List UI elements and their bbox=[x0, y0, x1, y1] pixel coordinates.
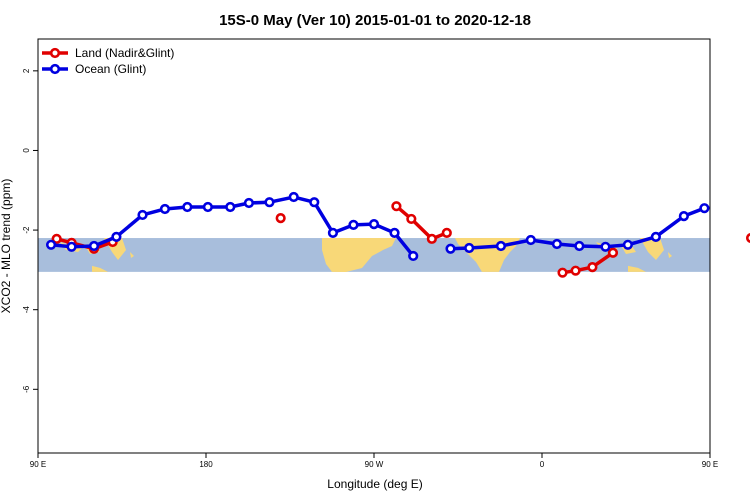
data-point bbox=[622, 239, 633, 250]
data-point bbox=[368, 219, 380, 230]
x-axis-ticks: 90 E 180 90 W 0 90 E bbox=[30, 453, 718, 469]
series-ocean bbox=[45, 191, 710, 262]
x-tick-label: 180 bbox=[199, 460, 213, 469]
data-point bbox=[574, 240, 585, 252]
data-point bbox=[264, 197, 275, 208]
land-australia-left bbox=[92, 265, 108, 272]
data-point bbox=[88, 240, 100, 252]
data-point bbox=[600, 241, 611, 252]
data-point bbox=[745, 233, 750, 244]
x-tick-label: 90 E bbox=[30, 460, 46, 469]
data-point bbox=[309, 197, 320, 208]
data-point bbox=[389, 227, 400, 238]
series-line bbox=[562, 251, 614, 275]
land-australia-right bbox=[628, 265, 646, 272]
x-axis-label: Longitude (deg E) bbox=[327, 477, 422, 491]
y-tick-label: 0 bbox=[22, 148, 31, 153]
y-tick-label: -4 bbox=[22, 306, 31, 314]
legend-marker bbox=[49, 63, 61, 75]
land-new-guinea-right bbox=[640, 238, 664, 261]
data-point bbox=[391, 201, 402, 212]
y-tick-label: -6 bbox=[22, 385, 31, 393]
legend-marker bbox=[49, 47, 61, 59]
data-point bbox=[66, 241, 77, 252]
x-tick-label: 0 bbox=[540, 460, 545, 469]
x-tick-label: 90 E bbox=[702, 460, 718, 469]
data-point bbox=[348, 219, 359, 231]
y-tick-label: 2 bbox=[22, 68, 31, 73]
data-point bbox=[408, 250, 419, 262]
data-point bbox=[225, 201, 236, 213]
data-point bbox=[406, 213, 417, 225]
data-point bbox=[570, 265, 581, 276]
data-point bbox=[45, 239, 57, 250]
data-point bbox=[678, 211, 689, 222]
data-point bbox=[51, 233, 62, 244]
land-islet-left bbox=[130, 252, 134, 259]
legend-label: Land (Nadir&Glint) bbox=[75, 46, 174, 60]
data-point bbox=[137, 209, 148, 221]
land-islet-right bbox=[668, 252, 672, 259]
y-axis-label: XCO2 - MLO trend (ppm) bbox=[0, 179, 13, 314]
data-point bbox=[551, 238, 563, 250]
legend-label: Ocean (Glint) bbox=[75, 62, 146, 76]
series-land bbox=[51, 201, 750, 278]
data-point bbox=[607, 247, 619, 258]
data-point bbox=[445, 243, 456, 254]
data-point bbox=[650, 231, 661, 242]
data-point bbox=[111, 231, 122, 242]
series-line bbox=[395, 204, 448, 241]
data-point bbox=[426, 233, 437, 244]
data-point bbox=[275, 213, 286, 224]
y-axis-ticks: 2 0 -2 -4 -6 bbox=[22, 68, 38, 393]
chart-title: 15S-0 May (Ver 10) 2015-01-01 to 2020-12… bbox=[219, 12, 531, 29]
data-point bbox=[557, 267, 568, 278]
legend: Land (Nadir&Glint) Ocean (Glint) bbox=[42, 46, 174, 76]
y-tick-label: -2 bbox=[22, 226, 31, 234]
data-point bbox=[202, 201, 213, 213]
data-point bbox=[441, 227, 452, 238]
data-point bbox=[327, 227, 339, 238]
data-point bbox=[495, 240, 507, 252]
data-point bbox=[159, 203, 171, 215]
data-point bbox=[288, 191, 299, 203]
series-layer bbox=[45, 191, 750, 278]
land-south-america bbox=[322, 238, 396, 273]
data-point bbox=[587, 261, 598, 273]
data-point bbox=[182, 201, 193, 213]
data-point bbox=[464, 242, 475, 254]
data-point bbox=[525, 234, 536, 246]
data-point bbox=[699, 203, 710, 214]
x-tick-label: 90 W bbox=[365, 460, 384, 469]
data-point bbox=[243, 197, 255, 209]
